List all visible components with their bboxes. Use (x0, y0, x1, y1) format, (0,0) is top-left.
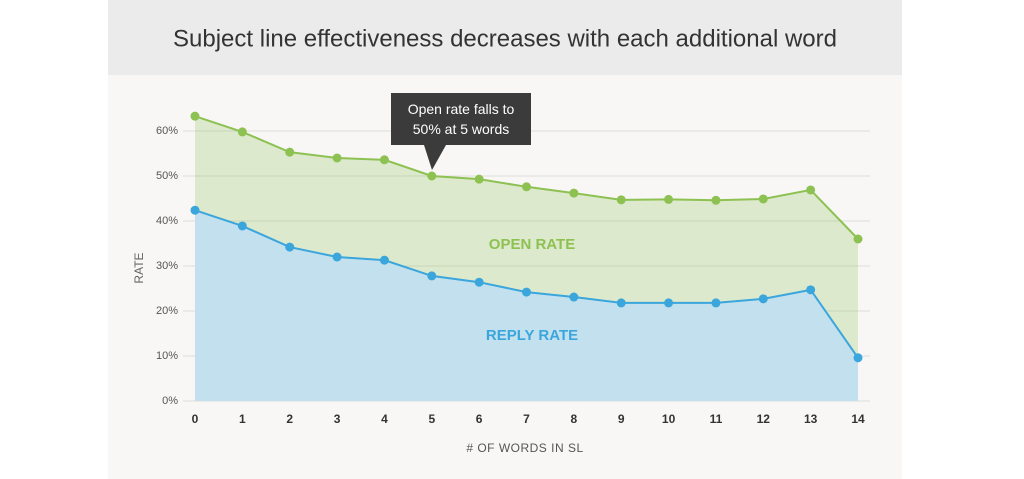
x-axis-label: # OF WORDS IN SL (466, 441, 583, 455)
x-tick-label: 1 (239, 412, 246, 426)
data-point (427, 171, 437, 181)
data-point (474, 277, 484, 287)
area-underlay (195, 210, 858, 401)
data-point (758, 294, 768, 304)
y-tick-label: 30% (156, 260, 178, 272)
data-point (569, 188, 579, 198)
data-point (616, 195, 626, 205)
y-axis-label: RATE (132, 252, 146, 283)
data-point (758, 194, 768, 204)
y-tick-label: 10% (156, 350, 178, 362)
data-point (664, 194, 674, 204)
series-label: OPEN RATE (489, 236, 575, 253)
y-tick-label: 60% (156, 125, 178, 137)
data-point (711, 195, 721, 205)
x-tick-label: 9 (618, 412, 625, 426)
series-label: REPLY RATE (486, 327, 578, 344)
x-tick-label: 14 (851, 412, 865, 426)
data-point (237, 221, 247, 231)
x-tick-label: 8 (571, 412, 578, 426)
data-point (522, 182, 531, 192)
x-tick-label: 11 (710, 412, 723, 426)
data-point (379, 155, 389, 165)
data-point (664, 298, 674, 308)
x-tick-label: 13 (804, 412, 818, 426)
data-point (190, 111, 200, 121)
data-point (806, 285, 816, 295)
x-tick-label: 5 (428, 412, 435, 426)
data-point (285, 147, 295, 157)
data-point (853, 353, 863, 363)
data-point (474, 174, 484, 184)
y-tick-label: 50% (156, 170, 178, 182)
data-point (569, 292, 579, 302)
data-point (522, 287, 531, 297)
chart-title: Subject line effectiveness decreases wit… (173, 25, 837, 52)
data-point (285, 242, 295, 252)
x-tick-label: 10 (662, 412, 676, 426)
data-point (853, 234, 863, 244)
area-fill (195, 210, 858, 401)
data-point (332, 252, 342, 262)
annotation: Open rate falls to 50% at 5 words (391, 93, 531, 145)
y-tick-label: 40% (156, 215, 178, 227)
x-tick-label: 0 (192, 412, 199, 426)
data-point (427, 271, 437, 281)
data-point (237, 127, 247, 137)
x-tick-label: 4 (381, 412, 388, 426)
x-tick-label: 12 (757, 412, 771, 426)
data-point (711, 298, 721, 308)
x-tick-label: 7 (523, 412, 530, 426)
x-tick-label: 2 (286, 412, 293, 426)
data-point (332, 153, 342, 163)
y-tick-label: 20% (156, 305, 178, 317)
x-tick-label: 3 (334, 412, 341, 426)
data-point (806, 185, 816, 195)
header-band (108, 0, 902, 75)
data-point (190, 205, 200, 215)
callout-pointer (424, 145, 446, 170)
data-point (616, 298, 626, 308)
data-point (379, 255, 389, 265)
y-tick-label: 0% (162, 395, 178, 407)
x-tick-label: 6 (476, 412, 483, 426)
